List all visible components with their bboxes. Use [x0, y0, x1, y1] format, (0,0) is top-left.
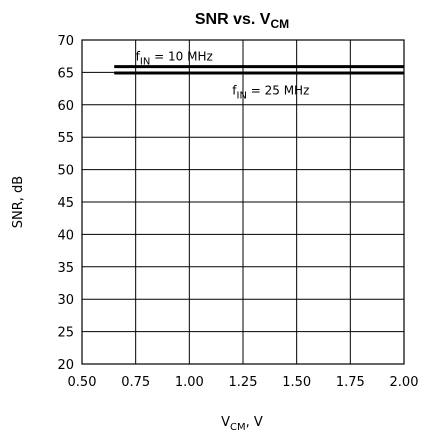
y-tick-label: 40: [57, 228, 74, 243]
y-tick-label: 55: [57, 131, 74, 146]
series-annotation-10mhz: fIN = 10 MHz: [136, 50, 213, 68]
chart-title: SNR vs. VCM: [195, 11, 289, 31]
x-tick-label: 1.25: [229, 375, 258, 390]
x-tick-label: 0.75: [121, 375, 150, 390]
y-tick-label: 50: [57, 164, 74, 179]
y-tick-label: 25: [57, 326, 74, 341]
series-annotations: fIN = 10 MHz fIN = 25 MHz: [136, 50, 310, 102]
y-axis-label: SNR, dB: [11, 176, 26, 228]
x-tick-label: 1.00: [175, 375, 204, 390]
x-tick-labels: 0.50 0.75 1.00 1.25 1.50 1.75 2.00: [68, 375, 419, 390]
x-tick-label: 1.75: [336, 375, 365, 390]
y-tick-label: 20: [57, 358, 74, 373]
y-tick-label: 65: [57, 66, 74, 81]
y-tick-label: 35: [57, 261, 74, 276]
x-tick-label: 1.50: [282, 375, 311, 390]
y-tick-label: 70: [57, 34, 74, 49]
x-tick-label: 2.00: [390, 375, 419, 390]
series-lines: [114, 65, 404, 75]
x-axis-label: VCM, V: [221, 415, 263, 431]
y-tick-label: 60: [57, 99, 74, 114]
y-tick-labels: 20 25 30 35 40 45 50 55 60 65 70: [57, 34, 74, 373]
y-tick-label: 30: [57, 293, 74, 308]
y-tick-label: 45: [57, 196, 74, 211]
series-annotation-25mhz: fIN = 25 MHz: [232, 83, 309, 101]
x-tick-label: 0.50: [68, 375, 97, 390]
grid-lines: [81, 39, 405, 365]
plot-frame: [81, 39, 405, 365]
